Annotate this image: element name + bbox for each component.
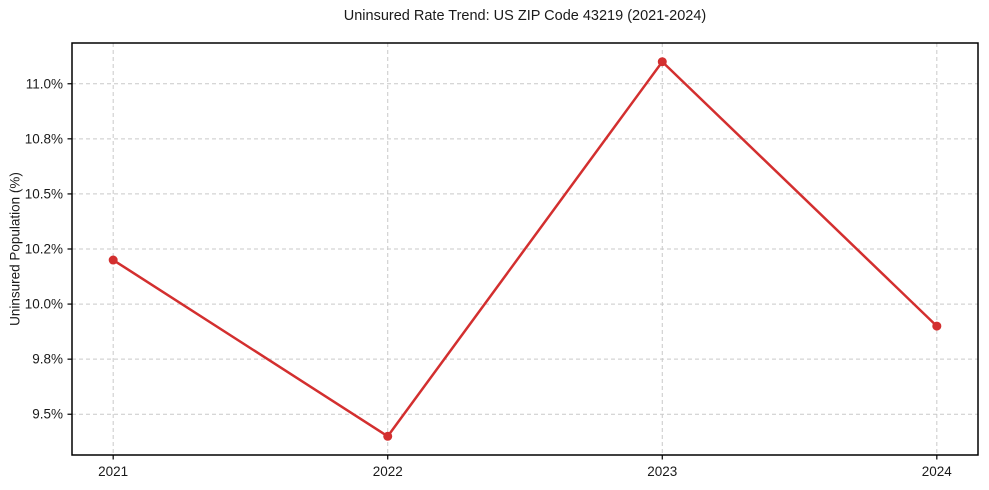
y-tick-label: 10.2%	[25, 242, 63, 257]
y-tick-label: 10.8%	[25, 131, 63, 146]
data-point	[657, 57, 667, 67]
x-tick-label: 2024	[922, 464, 953, 479]
y-tick-label: 9.8%	[32, 352, 63, 367]
data-point	[383, 431, 393, 441]
data-point	[932, 321, 942, 331]
x-tick-label: 2023	[647, 464, 677, 479]
y-tick-label: 10.0%	[25, 297, 63, 312]
data-point	[108, 255, 118, 265]
y-tick-label: 11.0%	[26, 76, 63, 91]
y-tick-label: 9.5%	[32, 407, 63, 422]
chart-title: Uninsured Rate Trend: US ZIP Code 43219 …	[343, 8, 707, 24]
trend-line	[111, 60, 939, 438]
x-tick-label: 2021	[98, 464, 128, 479]
x-tick-label: 2022	[373, 464, 403, 479]
y-tick-label: 10.5%	[25, 186, 63, 201]
